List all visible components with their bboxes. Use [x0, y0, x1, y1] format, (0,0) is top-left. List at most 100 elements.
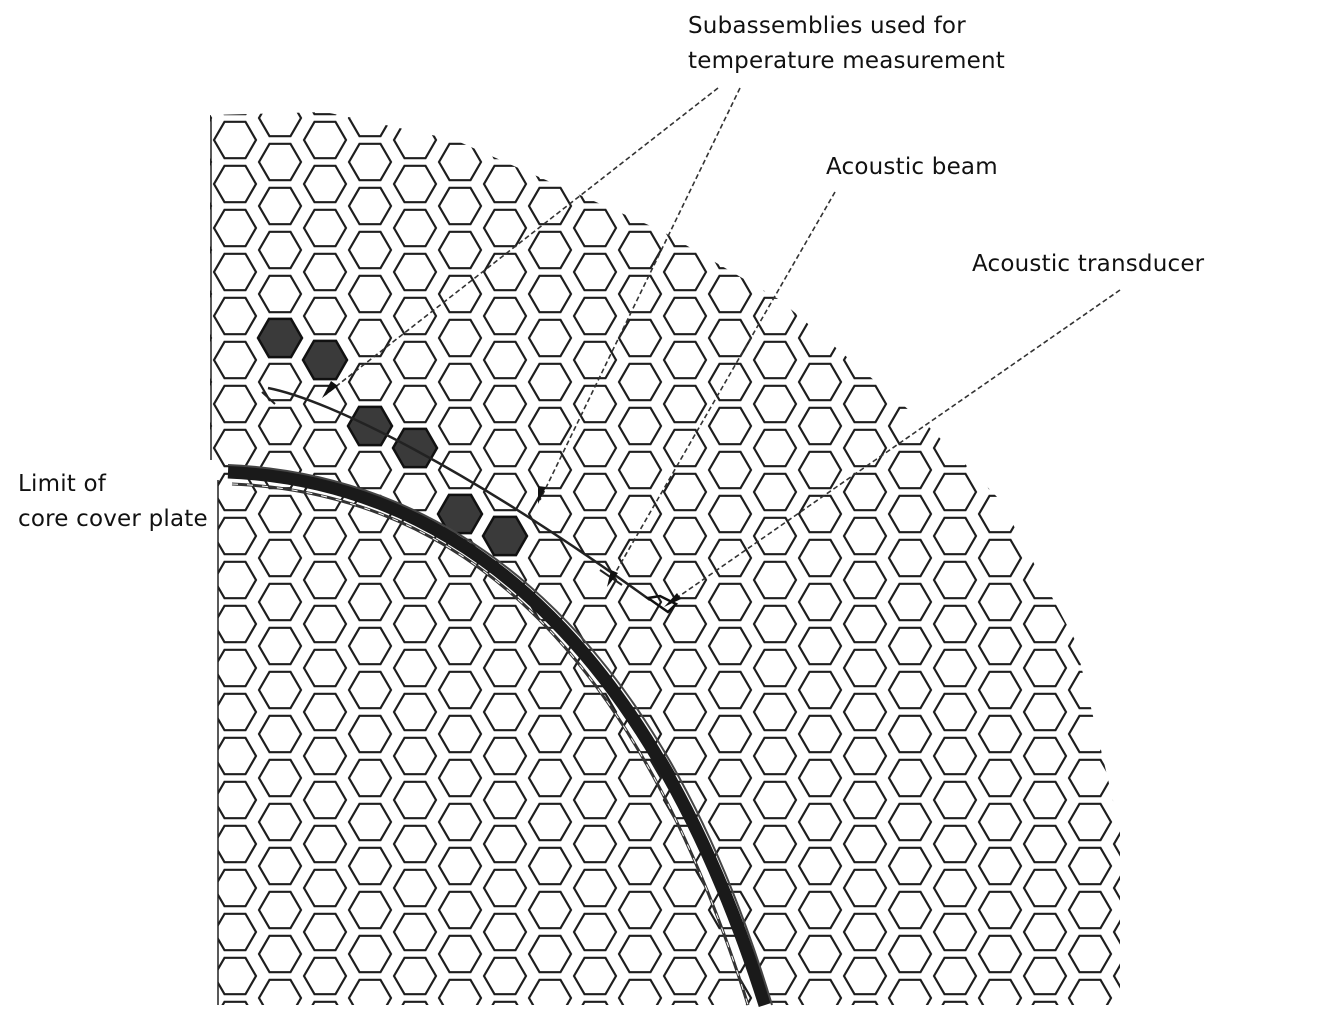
subassembly-hex — [1022, 780, 1068, 820]
subassembly-hex — [1159, 584, 1201, 620]
subassembly-hex — [1022, 428, 1068, 468]
subassembly-hex — [932, 868, 978, 908]
subassembly-hex — [482, 252, 528, 292]
subassembly-hex — [210, 758, 213, 798]
subassembly-hex — [482, 112, 528, 116]
subassembly-hex — [392, 780, 438, 820]
subassembly-hex — [842, 516, 888, 556]
subassembly-hex — [662, 296, 708, 336]
subassembly-hex — [572, 736, 618, 776]
subassembly-hex — [392, 736, 438, 776]
subassembly-hex — [842, 604, 888, 644]
subassembly-hex — [1022, 472, 1068, 512]
subassembly-hex — [662, 868, 708, 908]
subassembly-hex — [257, 582, 303, 622]
subassembly-hex — [572, 516, 618, 556]
subassembly-hex — [482, 1000, 528, 1005]
subassembly-hex — [1067, 802, 1113, 842]
subassembly-hex — [1159, 628, 1201, 664]
subassembly-hex — [572, 208, 618, 248]
subassembly-hex — [797, 112, 843, 138]
subassembly-hex — [797, 494, 843, 534]
subassembly-hex — [707, 494, 753, 534]
subassembly-hex — [392, 604, 438, 644]
subassembly-hex — [977, 112, 1023, 138]
subassembly-hex — [842, 428, 888, 468]
subassembly-hex — [302, 208, 348, 248]
subassembly-hex — [842, 912, 888, 952]
subassembly-hex — [257, 406, 303, 446]
subassembly-hex — [1022, 648, 1068, 688]
subassembly-hex — [527, 186, 573, 226]
subassembly-hex — [210, 538, 213, 578]
subassembly-hex — [662, 340, 708, 380]
subassembly-hex — [752, 112, 798, 116]
subassembly-hex — [392, 208, 438, 248]
leader-arrowheads — [322, 381, 681, 607]
subassembly-hex — [1159, 408, 1201, 444]
subassembly-hex — [617, 362, 663, 402]
subassembly-hex — [887, 582, 933, 622]
subassembly-hex — [707, 142, 753, 182]
subassembly-hex — [527, 714, 573, 754]
subassembly-hex — [392, 252, 438, 292]
core-left-edge — [210, 118, 219, 1005]
subassembly-hex — [572, 824, 618, 864]
subassembly-hex — [1112, 824, 1120, 864]
subassembly-hex — [1067, 450, 1113, 490]
subassembly-hex — [977, 186, 1023, 226]
subassembly-hex — [1067, 406, 1113, 446]
subassembly-hex — [212, 956, 258, 996]
subassembly-hex — [210, 186, 213, 226]
subassembly-hex — [842, 956, 888, 996]
temperature-subassemblies — [256, 317, 529, 557]
subassembly-hex — [797, 626, 843, 666]
subassembly-hex — [797, 670, 843, 710]
subassembly-hex — [1112, 208, 1120, 248]
subassembly-hex — [347, 450, 393, 490]
subassembly-hex — [302, 912, 348, 952]
subassembly-hex — [212, 516, 258, 556]
subassembly-hex — [257, 758, 303, 798]
subassembly-hex — [212, 112, 258, 116]
subassembly-hex — [482, 956, 528, 996]
subassembly-hex — [572, 956, 618, 996]
subassembly-hex — [437, 406, 483, 446]
subassembly-hex — [302, 780, 348, 820]
subassembly-hex — [482, 384, 528, 424]
subassembly-hex — [527, 934, 573, 974]
subassembly-hex — [437, 846, 483, 886]
subassembly-hex — [932, 112, 978, 116]
subassembly-hex — [257, 802, 303, 842]
subassembly-hex — [1159, 848, 1201, 884]
subassembly-hex — [932, 604, 978, 644]
subassembly-hex — [257, 890, 303, 930]
subassembly-hex — [437, 758, 483, 798]
subassembly-hex — [482, 736, 528, 776]
subassembly-hex — [752, 384, 798, 424]
subassembly-hex — [662, 208, 708, 248]
subassembly-hex — [842, 1000, 888, 1005]
subassembly-hex — [707, 626, 753, 666]
subassembly-hex — [932, 340, 978, 380]
subassembly-hex — [1159, 496, 1201, 532]
subassembly-hex — [617, 802, 663, 842]
label-temperature-subassemblies-line2: temperature measurement — [688, 48, 1005, 74]
label-acoustic-beam: Acoustic beam — [826, 154, 998, 180]
subassembly-hex — [527, 846, 573, 886]
subassembly-hex — [797, 406, 843, 446]
subassembly-hex — [1159, 364, 1201, 400]
subassembly-hex — [1112, 956, 1120, 996]
subassembly-hex — [210, 230, 213, 270]
subassembly-hex — [527, 142, 573, 182]
subassembly-hex — [212, 384, 258, 424]
subassembly-hex — [887, 714, 933, 754]
subassembly-hex — [797, 890, 843, 930]
subassembly-hex — [752, 912, 798, 952]
subassembly-hex — [527, 112, 573, 138]
subassembly-hex — [1159, 144, 1201, 180]
subassembly-hex — [302, 692, 348, 732]
subassembly-hex — [1067, 362, 1113, 402]
subassembly-hex — [1112, 340, 1120, 380]
subassembly-hex — [707, 582, 753, 622]
